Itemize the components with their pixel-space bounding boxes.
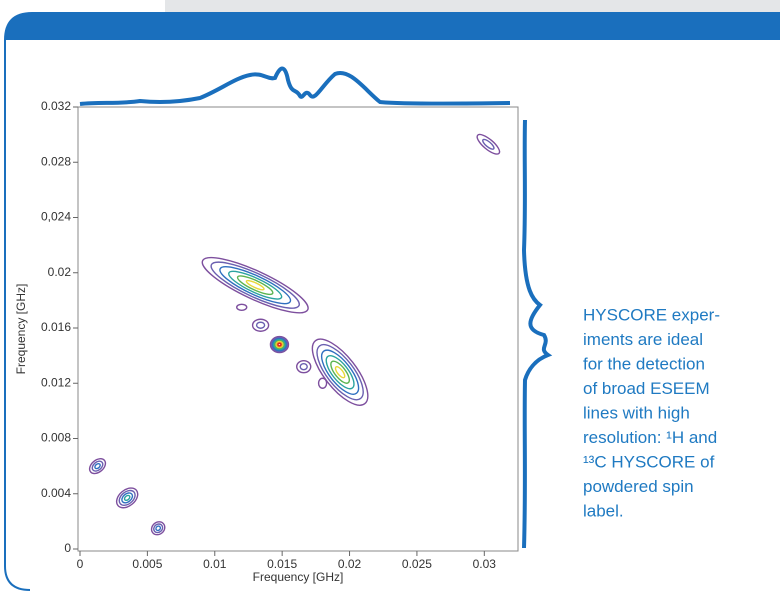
contour	[296, 359, 312, 374]
annotation-line: ¹³C HYSCORE of	[583, 452, 715, 471]
contour	[245, 279, 265, 291]
contour	[210, 261, 300, 309]
x-tick-label: 0.02	[338, 557, 362, 571]
contour	[94, 462, 101, 470]
y-tick-label: 0.016	[41, 320, 71, 334]
y-tick-label: 0.008	[41, 431, 71, 445]
contour	[219, 266, 292, 305]
contour	[228, 270, 283, 300]
y-tick-label: 0.004	[41, 486, 71, 500]
annotation-line: HYSCORE exper-	[583, 305, 720, 324]
annotation-line: powdered spin	[583, 477, 694, 496]
plot-frame	[77, 106, 519, 552]
contour	[272, 337, 287, 352]
contour	[201, 256, 309, 314]
annotation-line: resolution: ¹H and	[583, 428, 717, 447]
contour	[325, 354, 355, 390]
contour	[276, 341, 283, 348]
contour	[155, 525, 162, 532]
y-tick-label: 0,024	[41, 210, 71, 224]
contour	[153, 523, 164, 534]
x-tick-label: 0.03	[473, 557, 497, 571]
contour	[316, 343, 364, 401]
contour	[88, 458, 107, 475]
contour	[269, 335, 290, 354]
contour	[482, 138, 495, 150]
annotation-line: iments are ideal	[583, 330, 703, 349]
contour	[320, 349, 360, 395]
contour	[334, 365, 346, 379]
x-tick-label: 0	[77, 557, 84, 571]
banner	[4, 12, 780, 592]
x-tick-label: 0.01	[203, 557, 227, 571]
y-tick-label: 0.012	[41, 375, 71, 389]
contour	[150, 521, 166, 536]
contour	[251, 318, 270, 332]
top-projection	[79, 66, 511, 106]
contour	[270, 336, 289, 353]
frame	[4, 40, 31, 591]
contour	[91, 460, 104, 472]
contour	[277, 342, 282, 347]
contour	[118, 489, 136, 506]
contour	[115, 487, 139, 509]
y-tick-label: 0	[64, 541, 71, 555]
right-projection	[521, 119, 553, 549]
y-tick-label: 0.02	[48, 265, 72, 279]
y-axis-label: Frequency [GHz]	[14, 284, 28, 375]
annotation-line: of broad ESEEM	[583, 379, 710, 398]
contour	[236, 275, 274, 296]
contour	[255, 321, 266, 329]
contour	[274, 339, 285, 350]
annotation-line: for the detection	[583, 354, 705, 373]
contour	[330, 360, 351, 384]
top-bar	[165, 0, 780, 14]
annotation-line: lines with high	[583, 403, 690, 422]
x-tick-label: 0.005	[132, 557, 162, 571]
contour	[273, 338, 286, 351]
contour	[121, 492, 134, 504]
annotation-line: label.	[583, 501, 624, 520]
x-tick-label: 0.025	[402, 557, 432, 571]
contour	[317, 377, 328, 389]
contour	[299, 362, 308, 371]
y-tick-label: 0.028	[41, 154, 71, 168]
contour	[311, 338, 369, 406]
contour	[123, 494, 131, 502]
y-tick-label: 0.032	[41, 99, 71, 113]
contour	[275, 340, 284, 349]
x-axis-label: Frequency [GHz]	[253, 570, 344, 584]
contour	[236, 303, 248, 311]
x-tick-label: 0.015	[267, 557, 297, 571]
contour	[476, 133, 501, 155]
